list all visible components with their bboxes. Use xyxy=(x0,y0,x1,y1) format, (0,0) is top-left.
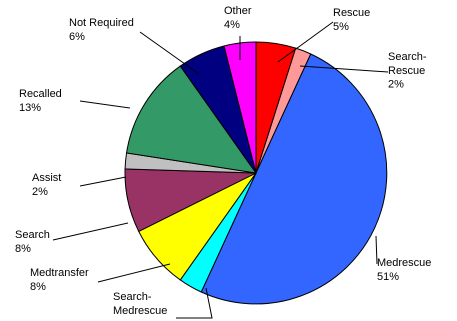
label-medrescue: Medrescue 51% xyxy=(377,257,431,283)
label-medtransfer: Medtransfer 8% xyxy=(30,267,89,293)
leader-rescue xyxy=(277,21,334,63)
leader-not-required xyxy=(139,31,200,75)
slice-recalled xyxy=(125,65,258,174)
label-assist: Assist 2% xyxy=(32,172,61,198)
leader-medrescue xyxy=(375,235,378,265)
label-recalled: Recalled 13% xyxy=(19,88,62,114)
leader-search-medrescue xyxy=(176,287,213,319)
slice-labels: Rescue 5% Search-Rescue 2% Medrescue 51% Searc… xyxy=(15,5,431,317)
leader-recalled xyxy=(79,100,131,109)
leader-assist xyxy=(79,176,127,187)
label-not-required: Not Required 6% xyxy=(69,17,134,43)
label-rescue: Rescue 5% xyxy=(333,7,370,33)
label-search: Search 8% xyxy=(15,229,50,255)
leader-lines xyxy=(52,21,389,319)
leader-medtransfer xyxy=(97,263,171,283)
leader-search xyxy=(52,222,129,241)
label-search-medrescue: Search-Medrescue xyxy=(113,291,167,317)
label-other: Other 4% xyxy=(224,5,252,31)
leader-search-rescue xyxy=(299,65,389,73)
slice-medrescue xyxy=(200,53,388,305)
label-search-rescue: Search-Rescue 2% xyxy=(388,51,427,91)
pie-slices xyxy=(124,41,388,305)
